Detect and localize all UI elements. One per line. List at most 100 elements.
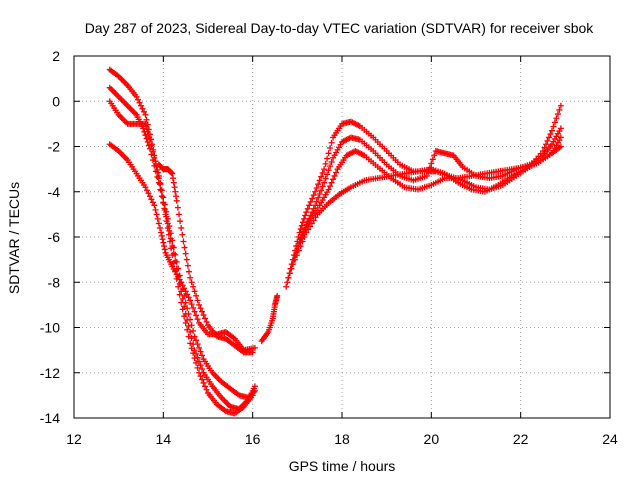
data-point-marker [151, 202, 158, 209]
data-point-marker [163, 208, 170, 215]
data-point-marker [178, 279, 185, 286]
data-point-marker [139, 105, 146, 112]
data-point-marker [193, 292, 200, 299]
data-point-marker [190, 327, 197, 334]
data-point-marker [309, 195, 316, 202]
data-point-marker [203, 386, 210, 393]
data-point-marker [316, 177, 323, 184]
data-point-marker [431, 152, 438, 159]
y-tick-label: -8 [48, 274, 61, 290]
data-point-marker [327, 183, 334, 190]
data-point-marker [182, 288, 189, 295]
data-point-marker [149, 199, 156, 206]
data-point-marker [172, 188, 179, 195]
data-point-marker [199, 308, 206, 315]
data-point-marker [308, 220, 315, 227]
data-point-marker [550, 123, 557, 130]
data-point-marker [158, 229, 165, 236]
data-point-marker [301, 215, 308, 222]
data-point-marker [315, 194, 322, 201]
data-point-marker [250, 388, 257, 395]
data-point-marker [554, 111, 561, 118]
data-point-marker [191, 347, 198, 354]
data-point-marker [159, 236, 166, 243]
data-point-marker [199, 365, 206, 372]
data-point-marker [152, 206, 159, 213]
data-point-marker [193, 337, 200, 344]
y-tick-label: -6 [48, 229, 61, 245]
data-point-marker [142, 184, 149, 191]
data-point-marker [289, 261, 296, 268]
data-point-marker [423, 172, 430, 179]
data-point-marker [428, 160, 435, 167]
data-point-marker [548, 127, 555, 134]
data-point-marker [310, 192, 317, 199]
data-point-marker [306, 202, 313, 209]
data-point-marker [169, 170, 176, 177]
data-point-marker [142, 132, 149, 139]
data-point-marker [292, 256, 299, 263]
data-point-marker [191, 333, 198, 340]
data-point-marker [319, 169, 326, 176]
data-point-marker [138, 102, 144, 109]
data-point-marker [181, 285, 188, 292]
data-point-marker [184, 262, 191, 269]
y-tick-label: -4 [48, 184, 61, 200]
data-point-marker [185, 322, 192, 329]
data-point-marker [167, 230, 174, 237]
data-point-marker [191, 288, 198, 295]
data-point-marker [196, 358, 203, 365]
data-point-marker [194, 297, 201, 304]
data-point-marker [185, 310, 192, 317]
data-point-marker [325, 150, 332, 157]
data-point-marker [169, 237, 176, 244]
data-point-marker [319, 183, 326, 190]
x-tick-label: 14 [156, 431, 172, 447]
data-point-marker [135, 96, 142, 103]
data-point-marker [556, 106, 563, 113]
data-point-marker [172, 193, 179, 200]
data-point-marker [179, 282, 186, 289]
data-point-marker [188, 279, 195, 286]
y-tick-label: 0 [52, 93, 60, 109]
data-point-marker [173, 197, 180, 204]
data-point-marker [146, 145, 153, 152]
data-point-marker [180, 238, 187, 245]
data-point-marker [194, 341, 201, 348]
data-point-marker [188, 322, 195, 329]
data-point-marker [194, 316, 201, 323]
y-tick-label: -14 [40, 410, 60, 426]
data-point-marker [190, 350, 197, 357]
data-point-marker [283, 283, 290, 290]
data-point-marker [181, 244, 188, 251]
y-tick-label: -12 [40, 365, 60, 381]
data-point-marker [184, 291, 191, 298]
data-point-marker [170, 244, 177, 251]
data-point-marker [143, 187, 150, 194]
data-point-marker [313, 198, 320, 205]
data-point-marker [197, 373, 204, 380]
data-point-marker [297, 226, 304, 233]
data-point-marker [152, 160, 159, 167]
data-point-marker [321, 179, 328, 186]
data-point-marker [333, 169, 340, 176]
data-point-marker [170, 175, 177, 182]
series-track-c [106, 98, 258, 401]
data-point-marker [301, 234, 308, 240]
y-axis-label: SDTVAR / TECUs [6, 182, 22, 294]
series-track-e [155, 161, 256, 356]
data-point-marker [158, 187, 165, 194]
series-track-f [258, 292, 281, 345]
data-point-marker [551, 119, 558, 126]
data-point-marker [151, 154, 158, 161]
data-point-marker [177, 218, 184, 225]
data-point-marker [284, 279, 291, 286]
data-point-marker [318, 173, 325, 180]
data-point-marker [149, 148, 156, 155]
data-point-marker [203, 318, 210, 325]
data-point-marker [557, 143, 564, 150]
data-point-marker [330, 176, 337, 183]
y-tick-label: -2 [48, 139, 61, 155]
data-point-marker [160, 194, 167, 201]
data-point-marker [175, 211, 182, 218]
